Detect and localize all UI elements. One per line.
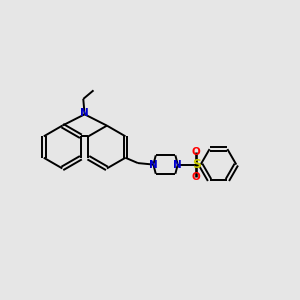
Text: S: S (192, 158, 201, 171)
Text: N: N (80, 108, 89, 118)
Text: N: N (149, 160, 158, 170)
Text: O: O (192, 147, 200, 157)
Text: N: N (173, 160, 182, 170)
Text: O: O (192, 172, 200, 182)
